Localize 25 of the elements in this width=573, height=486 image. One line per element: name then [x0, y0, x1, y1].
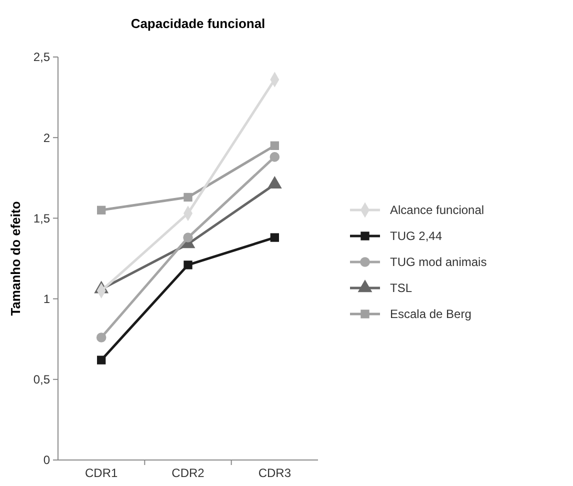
legend-label: Escala de Berg	[390, 307, 472, 322]
point	[270, 233, 279, 242]
y-tick-label: 2	[43, 130, 50, 145]
x-tick-label: CDR2	[172, 466, 205, 480]
point	[97, 356, 106, 364]
y-tick-label: 1,5	[33, 211, 50, 226]
point	[184, 260, 192, 270]
y-axis-title: Tamanho do efeito	[8, 201, 23, 316]
legend-label: TUG mod animais	[390, 255, 487, 270]
chart-title: Capacidade funcional	[130, 16, 266, 31]
point	[97, 206, 106, 214]
y-tick-label: 1	[43, 292, 50, 306]
point	[183, 232, 193, 242]
point	[184, 192, 192, 202]
y-tick-label: 2,5	[33, 50, 50, 64]
point	[270, 141, 279, 150]
x-tick-label: CDR1	[84, 466, 118, 480]
legend-label: Alcance funcional	[390, 203, 484, 218]
legend-label: TSL	[390, 281, 412, 296]
point	[96, 332, 106, 342]
point	[270, 152, 280, 162]
y-tick-label: 0	[43, 453, 50, 468]
x-tick-label: CDR3	[258, 466, 292, 480]
legend-label: TUG 2,44	[390, 229, 442, 244]
y-tick-label: 0,5	[33, 372, 50, 387]
